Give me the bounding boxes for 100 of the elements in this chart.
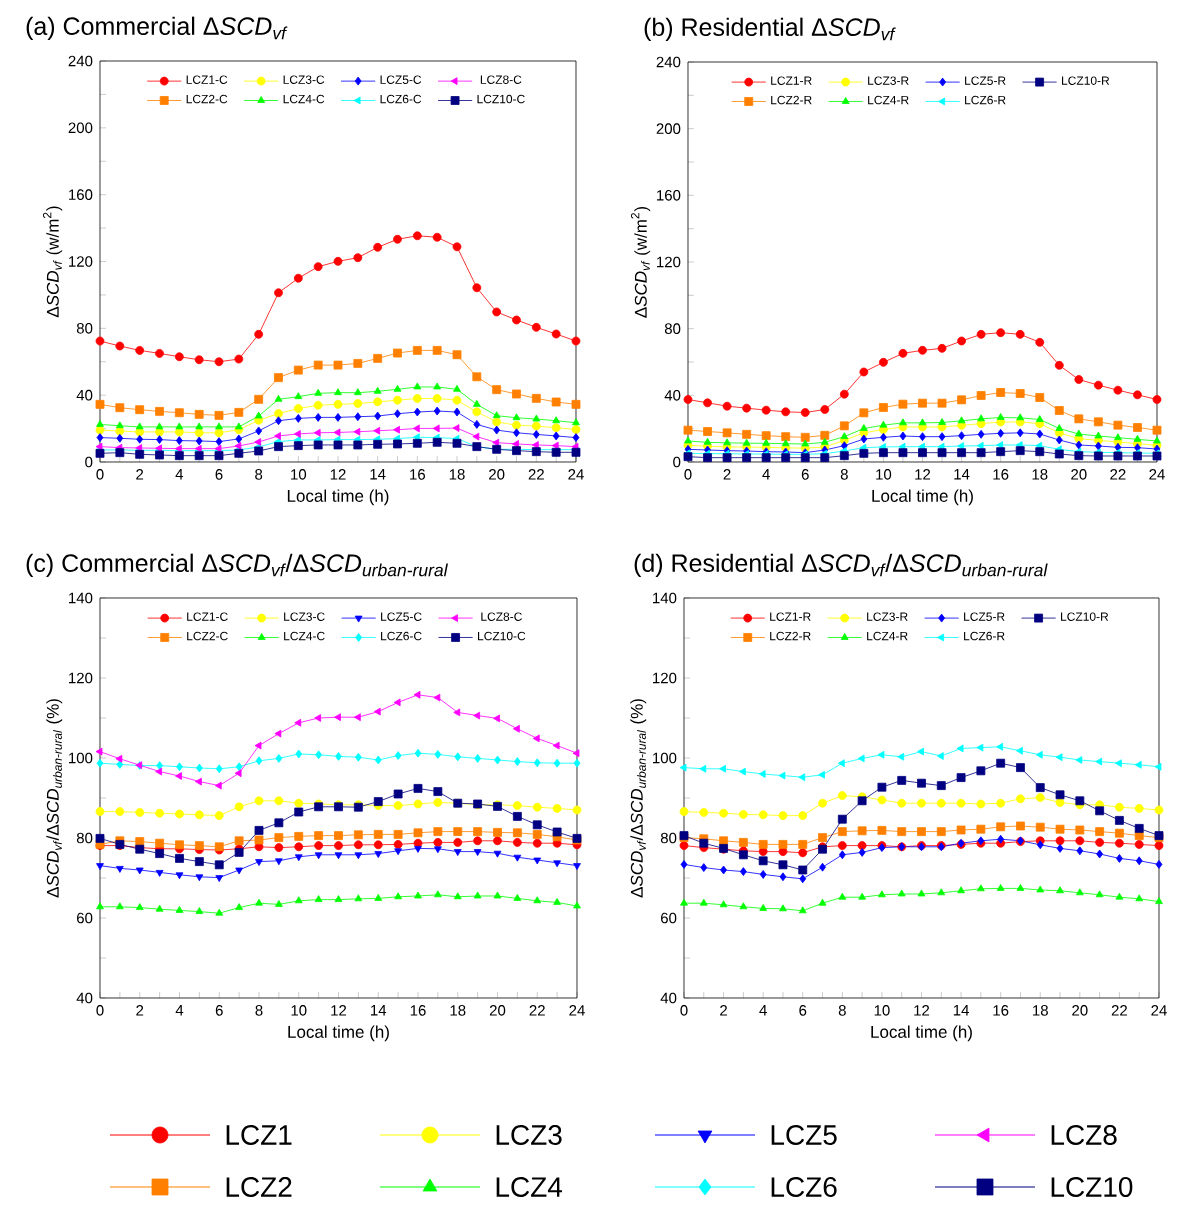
y-tick-label: 80: [664, 323, 681, 334]
y-tick-label: 80: [660, 832, 677, 844]
y-axis-title: $\text{Δ}\textit{SCD}_{\textit{vf}}\text{/Δ}\textit{SCD}_{\textit{urban-rural}}\text{ (\%)}$: [46, 699, 63, 898]
legend-label: LCZ4-R: [868, 95, 909, 105]
x-tick-label: 10: [874, 1005, 890, 1016]
legend-label: LCZ10-C: [477, 94, 525, 104]
y-tick-label: 40: [664, 390, 681, 401]
legend-label: LCZ5-C: [380, 75, 422, 84]
x-tick-label: 18: [1032, 469, 1048, 480]
legend-label: LCZ8-C: [481, 612, 522, 621]
legend-label: LCZ6-C: [380, 94, 422, 104]
y-axis-title: $\text{Δ}\textit{SCD}_{\textit{vf}}\text{/Δ}\textit{SCD}_{\textit{urban-rural}}\text{ (\%)}$: [630, 699, 647, 898]
x-tick-label: 8: [255, 1005, 263, 1016]
x-tick-label: 20: [1071, 469, 1087, 480]
legend-label: LCZ5-R: [964, 612, 1005, 621]
x-tick-label: 4: [175, 1005, 184, 1016]
y-axis-title: $\text{Δ}\textit{SCD}_{\textit{vf}}\text{ (w/m}^{\text{2}}\text{)}$: [42, 206, 63, 318]
y-tick-label: 200: [656, 123, 681, 134]
x-tick-label: 4: [759, 1005, 767, 1016]
x-tick-label: 16: [410, 1005, 426, 1016]
legend-label: LCZ2-C: [186, 94, 228, 104]
x-tick-label: 24: [569, 1005, 585, 1016]
legend-label: LCZ3-R: [868, 76, 909, 85]
chart-title: $\text{(c) Commercial Δ}\textit{SCD}_{\textit{vf}}\text{/Δ}\textit{SCD}_{\textit{urban-rural}}$: [26, 553, 448, 577]
x-tick-label: 2: [136, 1005, 144, 1016]
x-tick-label: 0: [96, 469, 104, 480]
y-tick-label: 140: [653, 592, 677, 604]
y-tick-label: 140: [69, 592, 93, 604]
x-tick-label: 10: [291, 1005, 307, 1016]
x-tick-label: 22: [528, 469, 544, 480]
x-tick-label: 12: [331, 1005, 347, 1016]
x-tick-label: 8: [840, 469, 848, 480]
y-tick-label: 80: [76, 323, 93, 334]
x-axis-title: Local time (h): [871, 1025, 972, 1042]
legend-label: LCZ10-C: [478, 631, 526, 641]
x-tick-label: 2: [720, 1005, 727, 1016]
y-axis-title: $\text{Δ}\textit{SCD}_{\textit{vf}}\text{ (w/m}^{\text{2}}\text{)}$: [630, 206, 651, 318]
y-tick-label: 60: [77, 912, 93, 924]
y-tick-label: 100: [69, 752, 93, 764]
x-tick-label: 16: [993, 469, 1009, 480]
y-tick-label: 0: [85, 456, 93, 468]
legend-label: LCZ4: [496, 1177, 563, 1197]
x-axis-title: Local time (h): [287, 489, 389, 506]
x-tick-label: 6: [215, 469, 223, 480]
x-tick-label: 12: [915, 469, 931, 480]
legend-label: LCZ1-R: [770, 612, 811, 621]
legend-label: LCZ8-C: [480, 75, 522, 84]
x-tick-label: 0: [96, 1005, 104, 1016]
y-tick-label: 40: [660, 992, 677, 1004]
x-tick-label: 8: [255, 469, 263, 480]
legend-label: LCZ1-C: [186, 75, 228, 84]
legend-label: LCZ10: [1051, 1177, 1133, 1197]
y-tick-label: 60: [661, 912, 677, 924]
legend-label: LCZ5: [771, 1125, 837, 1145]
y-tick-label: 0: [673, 456, 681, 468]
x-tick-label: 18: [450, 1005, 466, 1016]
y-tick-label: 240: [68, 55, 93, 67]
legend-label: LCZ1: [226, 1125, 292, 1145]
legend-label: LCZ6-C: [381, 631, 422, 641]
y-tick-label: 100: [653, 752, 677, 764]
legend-label: LCZ4-C: [284, 631, 325, 641]
x-tick-label: 24: [1149, 469, 1165, 480]
legend-label: LCZ2-C: [187, 631, 228, 641]
legend-label: LCZ2-R: [770, 631, 811, 641]
x-tick-label: 22: [529, 1005, 545, 1016]
x-tick-label: 16: [410, 469, 426, 480]
x-tick-label: 0: [684, 469, 692, 480]
x-tick-label: 2: [723, 469, 731, 480]
legend-label: LCZ5-C: [381, 612, 422, 621]
y-tick-label: 120: [657, 256, 681, 268]
x-tick-label: 6: [799, 1005, 807, 1016]
x-tick-label: 20: [489, 1005, 506, 1016]
x-tick-label: 22: [1111, 1005, 1127, 1016]
chart-title: $\text{(b) Residential Δ}\textit{SCD}_{\textit{vf}}$: [644, 17, 896, 41]
legend-label: LCZ2-R: [771, 95, 812, 105]
x-tick-label: 2: [136, 469, 144, 480]
x-tick-label: 6: [215, 1005, 223, 1016]
x-tick-label: 14: [371, 1005, 387, 1016]
legend-label: LCZ8: [1051, 1125, 1117, 1145]
legend-label: LCZ1-C: [187, 612, 228, 621]
legend-label: LCZ2: [226, 1177, 292, 1197]
x-tick-label: 14: [370, 469, 386, 480]
legend-label: LCZ10-R: [1062, 76, 1110, 85]
chart-title: $\text{(a) Commercial Δ}\textit{SCD}_{\textit{vf}}$: [26, 16, 288, 40]
y-tick-label: 240: [656, 56, 681, 68]
x-tick-label: 14: [953, 1005, 969, 1016]
legend-label: LCZ3: [496, 1125, 562, 1145]
legend-label: LCZ10-R: [1061, 612, 1109, 621]
x-tick-label: 12: [914, 1005, 930, 1016]
x-tick-label: 16: [993, 1005, 1009, 1016]
y-tick-label: 160: [69, 189, 93, 200]
x-tick-label: 20: [489, 469, 505, 480]
legend-label: LCZ6: [771, 1177, 837, 1197]
x-tick-label: 20: [1072, 1005, 1088, 1016]
y-tick-label: 40: [76, 389, 93, 401]
x-axis-title: Local time (h): [288, 1025, 389, 1042]
x-tick-label: 24: [568, 469, 584, 480]
x-tick-label: 4: [175, 469, 184, 480]
y-tick-label: 160: [657, 190, 681, 201]
legend-label: LCZ3-R: [867, 612, 908, 621]
